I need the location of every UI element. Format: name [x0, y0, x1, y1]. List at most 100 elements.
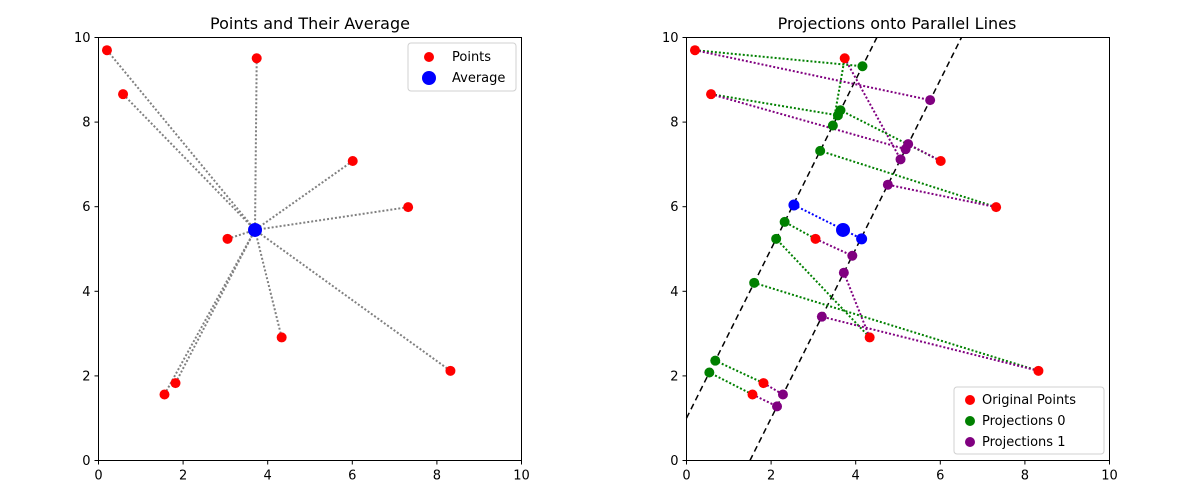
projection-0-marker [827, 120, 838, 131]
x-tick-label: 10 [513, 469, 530, 484]
legend-original-marker [965, 395, 975, 405]
projection-1-marker [838, 267, 849, 278]
left-y-axis: 0 2 4 6 8 10 [74, 31, 99, 469]
projection-line-1 [694, 49, 931, 102]
projection-0-marker [704, 367, 715, 378]
right-legend: Original Points Projections 0 Projection… [953, 386, 1105, 455]
projection-line-1 [710, 93, 906, 151]
projection-line-0 [708, 371, 753, 396]
connector-line [106, 49, 256, 231]
legend-proj0-label: Projections 0 [982, 414, 1065, 429]
left-points [101, 45, 456, 400]
right-legend-box [953, 386, 1105, 455]
x-tick-label: 4 [264, 469, 272, 484]
projection-1-marker [847, 250, 858, 261]
legend-average-label: Average [452, 71, 505, 86]
original-point-marker [706, 89, 717, 100]
projection-1-marker [777, 389, 788, 400]
right-points [689, 45, 1044, 412]
y-tick-label: 0 [670, 454, 678, 469]
y-tick-label: 4 [670, 285, 678, 300]
y-tick-label: 6 [670, 200, 678, 215]
point-marker [445, 365, 456, 376]
legend-average-marker [422, 71, 436, 85]
original-point-marker [1033, 365, 1044, 376]
y-tick-label: 8 [82, 116, 90, 131]
point-marker [170, 378, 181, 389]
projection-line-0 [694, 49, 863, 68]
average-marker [836, 222, 851, 237]
average-projection-marker [856, 233, 868, 245]
x-tick-label: 8 [433, 469, 441, 484]
connector-line [254, 229, 452, 372]
y-tick-label: 10 [74, 31, 91, 46]
right-parallel-lines [685, 37, 963, 461]
connector-line [174, 229, 256, 384]
y-tick-label: 2 [670, 369, 678, 384]
left-plot-frame [98, 37, 522, 461]
average-projection-line [793, 204, 863, 240]
point-marker [159, 389, 170, 400]
original-point-marker [991, 202, 1002, 213]
projection-line-1 [843, 57, 902, 160]
point-marker [118, 89, 129, 100]
projection-line-0 [710, 93, 839, 117]
projection-line-0 [840, 109, 942, 162]
left-x-axis: 0 2 4 6 8 10 [94, 460, 530, 484]
projection-0-marker [710, 355, 721, 366]
point-marker [276, 332, 287, 343]
projection-1-marker [882, 179, 893, 190]
left-chart-title: Points and Their Average [210, 14, 410, 33]
projection-line-0 [784, 221, 816, 240]
connector-line [254, 229, 283, 338]
connector-line [254, 58, 258, 230]
projection-0-marker [779, 216, 790, 227]
projection-0-marker [857, 61, 868, 72]
left-chart: Points and Their Average 0 2 4 6 8 10 0 2 4 6 8 10… [74, 14, 530, 484]
x-tick-label: 0 [682, 469, 690, 484]
legend-original-label: Original Points [982, 393, 1076, 408]
left-legend: Points Average [407, 42, 517, 92]
point-marker [222, 233, 233, 244]
right-chart-title: Projections onto Parallel Lines [778, 14, 1017, 33]
x-tick-label: 10 [1101, 469, 1118, 484]
projection-1-marker [925, 95, 936, 106]
legend-proj0-marker [965, 416, 975, 426]
x-tick-label: 2 [179, 469, 187, 484]
projection-0-marker [771, 233, 782, 244]
projection-0-marker [815, 145, 826, 156]
legend-proj1-marker [965, 437, 975, 447]
y-tick-label: 6 [82, 200, 90, 215]
right-plot-frame [686, 37, 1110, 461]
x-tick-label: 2 [767, 469, 775, 484]
y-tick-label: 10 [662, 31, 679, 46]
x-tick-label: 6 [348, 469, 356, 484]
point-marker [403, 202, 414, 213]
point-marker [347, 156, 358, 167]
legend-points-label: Points [452, 50, 491, 65]
projection-line-1 [887, 183, 997, 209]
x-tick-label: 8 [1021, 469, 1029, 484]
projection-1-marker [772, 401, 783, 412]
projection-0-marker [749, 277, 760, 288]
projection-line-0 [775, 238, 871, 339]
original-point-marker [758, 378, 769, 389]
projection-line-1 [907, 143, 942, 162]
point-marker [251, 53, 262, 64]
x-tick-label: 4 [852, 469, 860, 484]
projection-line-1 [821, 315, 1039, 372]
connector-line [122, 93, 256, 231]
connector-line [254, 160, 354, 231]
projection-line-0 [819, 149, 997, 209]
projection-line-0 [714, 359, 764, 384]
original-point-marker [839, 53, 850, 64]
y-tick-label: 0 [82, 454, 90, 469]
projection-line-1 [815, 237, 853, 257]
x-tick-label: 0 [94, 469, 102, 484]
projection-0-marker [835, 105, 846, 116]
right-projection-lines [694, 49, 1039, 408]
original-point-marker [935, 156, 946, 167]
right-y-axis: 0 2 4 6 8 10 [662, 31, 687, 469]
connector-line [254, 206, 409, 231]
